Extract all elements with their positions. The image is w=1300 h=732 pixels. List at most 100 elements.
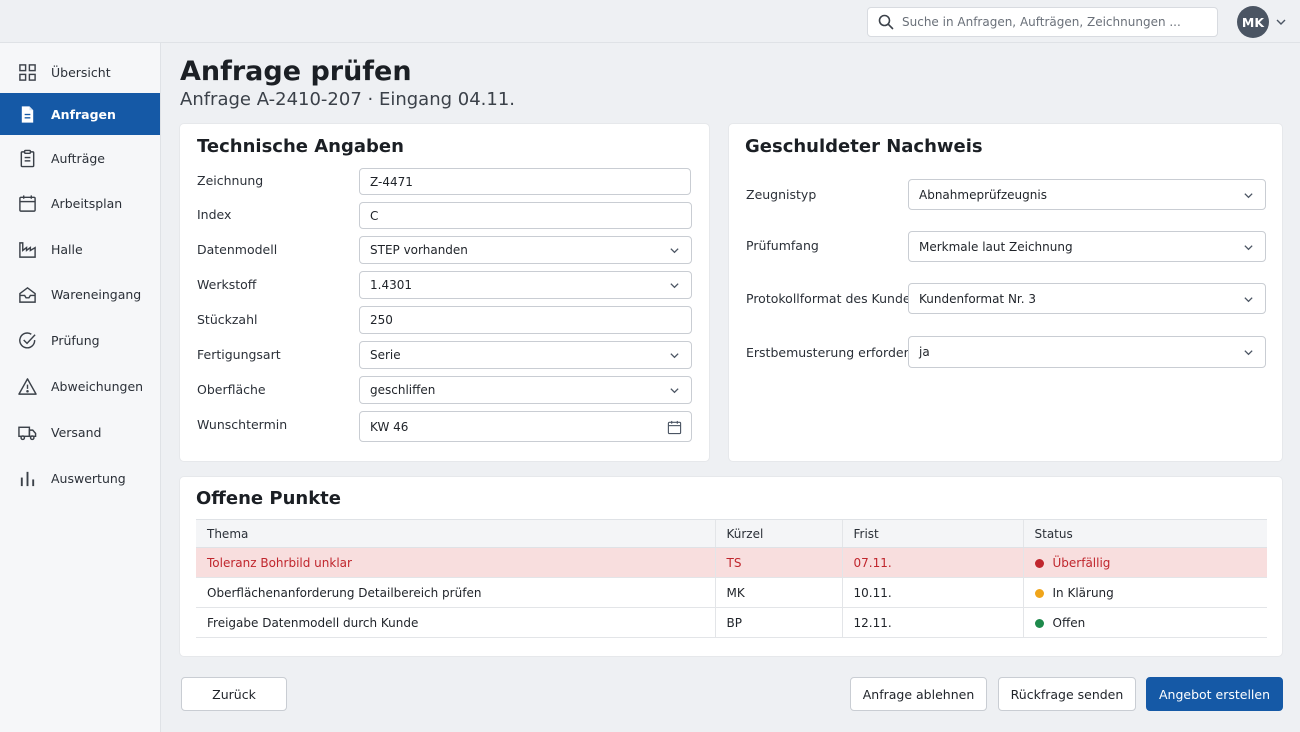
field-label: Zeichnung (197, 173, 264, 188)
sidebar-item-halle[interactable]: Halle (0, 228, 160, 270)
field-label: Index (197, 207, 232, 222)
field-value: 250 (370, 313, 393, 327)
reject-button[interactable]: Anfrage ablehnen (850, 677, 987, 711)
status-dot (1034, 618, 1044, 628)
back-button[interactable]: Zurück (181, 677, 287, 711)
chevron-down-icon (1244, 192, 1253, 198)
sidebar-item-abweichungen[interactable]: Abweichungen (0, 365, 160, 407)
send-query-button[interactable]: Rückfrage senden (998, 677, 1136, 711)
status-text: Offen (1052, 615, 1086, 630)
status-dot (1034, 588, 1044, 598)
stueckzahl-input[interactable]: 250 (359, 306, 692, 334)
sidebar-item-auswertung[interactable]: Auswertung (0, 457, 160, 499)
due-cell: 12.11. (841, 607, 1023, 638)
field-label: Stückzahl (197, 312, 258, 327)
oberflaeche-select[interactable]: geschliffen (359, 376, 692, 404)
sidebar-item-anfragen[interactable]: Anfragen (0, 93, 160, 135)
status-dot (1034, 558, 1044, 568)
field-label: Wunschtermin (197, 417, 288, 432)
field-label: Zeugnistyp (746, 187, 817, 202)
field-value: C (370, 208, 379, 223)
column-header: Kürzel (714, 519, 842, 548)
warning-icon (18, 377, 37, 395)
sidebar-item-label: Halle (51, 241, 83, 257)
datenmodell-select[interactable]: STEP vorhanden (359, 236, 692, 264)
sidebar-item-label: Auswertung (51, 470, 126, 486)
wunschtermin-input[interactable]: KW 46 (359, 411, 692, 442)
bar-chart-icon (20, 471, 35, 486)
table-row[interactable]: Freigabe Datenmodell durch Kunde BP 12.1… (196, 607, 1267, 638)
abbr-cell: BP (714, 607, 842, 638)
sidebar-item-label: Abweichungen (51, 378, 144, 394)
werkstoff-select[interactable]: 1.4301 (359, 271, 692, 299)
topic-cell: Freigabe Datenmodell durch Kunde (196, 607, 715, 638)
search-icon (878, 14, 894, 30)
card-title: Geschuldeter Nachweis (745, 136, 983, 157)
table-row[interactable]: Oberflächenanforderung Detailbereich prü… (196, 577, 1267, 608)
abbr-cell: MK (714, 577, 842, 608)
topic-cell: Oberflächenanforderung Detailbereich prü… (196, 577, 715, 608)
chevron-down-icon (1244, 350, 1253, 356)
page-subtitle: Anfrage A-2410-207 · Eingang 04.11. (180, 89, 515, 110)
column-header: Frist (841, 519, 1023, 548)
inbox-icon (19, 286, 36, 303)
sidebar-item-versand[interactable]: Versand (0, 411, 160, 453)
status-cell: Überfällig (1022, 547, 1267, 578)
field-value: Z-4471 (370, 174, 413, 189)
sidebar-item-label: Versand (51, 424, 102, 440)
field-label: Prüfumfang (746, 238, 819, 253)
sidebar-item-auftraege[interactable]: Aufträge (0, 137, 160, 179)
search-input[interactable] (902, 15, 1202, 29)
status-text: Überfällig (1052, 555, 1111, 570)
field-label: Fertigungsart (197, 347, 281, 362)
field-label: Datenmodell (197, 242, 278, 257)
sidebar-item-pruefung[interactable]: Prüfung (0, 319, 160, 361)
clipboard-icon (20, 149, 35, 167)
protokollformat-select[interactable]: Kundenformat Nr. 3 (908, 283, 1266, 314)
calendar-icon[interactable] (667, 420, 682, 435)
field-label: Erstbemusterung erforderlich (746, 345, 931, 360)
zeugnistyp-select[interactable]: Abnahmeprüfzeugnis (908, 179, 1266, 210)
proof-card: Geschuldeter Nachweis Zeugnistyp Abnahme… (729, 124, 1282, 461)
sidebar-item-arbeitsplan[interactable]: Arbeitsplan (0, 182, 160, 224)
status-cell: In Klärung (1022, 577, 1267, 608)
chevron-down-icon (670, 248, 679, 254)
chevron-down-icon (670, 388, 679, 394)
sidebar-item-uebersicht[interactable]: Übersicht (0, 51, 160, 93)
check-circle-icon (19, 331, 36, 348)
field-label: Protokollformat des Kunden (746, 291, 919, 306)
top-bar: MK (0, 0, 1300, 43)
sidebar-item-label: Prüfung (51, 332, 100, 348)
status-cell: Offen (1022, 607, 1267, 638)
sidebar-item-label: Aufträge (51, 150, 105, 166)
erstbemusterung-select[interactable]: ja (908, 336, 1266, 368)
table-row[interactable]: Toleranz Bohrbild unklar TS 07.11. Überf… (196, 547, 1267, 578)
open-points-table: Thema Kürzel Frist Status Toleranz Bohrb… (196, 519, 1267, 638)
factory-icon (19, 241, 36, 258)
field-value: Serie (370, 348, 401, 362)
due-cell: 10.11. (841, 577, 1023, 608)
field-label: Werkstoff (197, 277, 257, 292)
avatar[interactable]: MK (1237, 6, 1269, 38)
column-header: Status (1022, 519, 1267, 548)
technical-card: Technische Angaben Zeichnung Z-4471 Inde… (180, 124, 709, 461)
status-text: In Klärung (1052, 585, 1114, 600)
field-label: Oberfläche (197, 382, 266, 397)
sidebar-item-label: Übersicht (51, 64, 111, 80)
grid-icon (19, 63, 36, 81)
zeichnung-input[interactable]: Z-4471 (359, 168, 691, 195)
topic-cell: Toleranz Bohrbild unklar (196, 547, 715, 578)
page-title: Anfrage prüfen (180, 56, 412, 87)
index-input[interactable]: C (359, 202, 692, 229)
search-box[interactable] (867, 7, 1218, 37)
chevron-down-icon[interactable] (1275, 16, 1287, 28)
fertigungsart-select[interactable]: Serie (359, 341, 692, 369)
field-value: Abnahmeprüfzeugnis (919, 187, 1047, 202)
calendar-icon (19, 194, 36, 212)
chevron-down-icon (670, 353, 679, 359)
pruefumfang-select[interactable]: Merkmale laut Zeichnung (908, 231, 1266, 262)
create-offer-button[interactable]: Angebot erstellen (1146, 677, 1283, 711)
sidebar-item-label: Wareneingang (51, 286, 142, 302)
sidebar-item-wareneingang[interactable]: Wareneingang (0, 273, 160, 315)
chevron-down-icon (1244, 244, 1253, 250)
